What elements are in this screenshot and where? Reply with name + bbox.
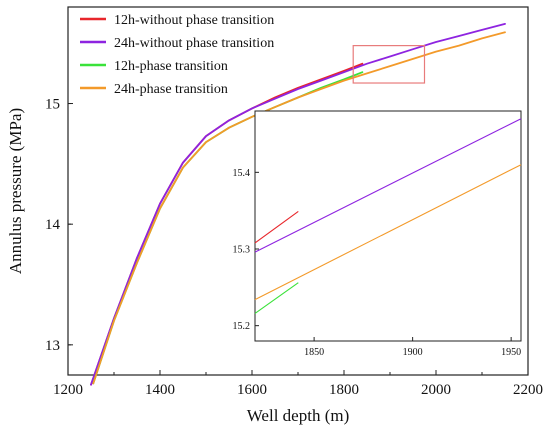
y-axis-label: Annulus pressure (MPa) xyxy=(6,108,25,274)
inset-series-line xyxy=(254,118,522,253)
inset-y-tick-label: 15.3 xyxy=(233,245,251,256)
legend-item: 12h-phase transition xyxy=(80,59,228,74)
y-tick-label: 15 xyxy=(45,97,60,113)
legend-label: 24h-without phase transition xyxy=(114,36,274,51)
legend: 12h-without phase transition 24h-without … xyxy=(80,13,274,97)
inset-x-tick-label: 1850 xyxy=(304,347,324,358)
series-line xyxy=(90,23,506,386)
legend-item: 24h-without phase transition xyxy=(80,36,274,51)
main-plot: 1200 1400 1600 1800 2000 2200 13 14 15 Well depth… xyxy=(6,6,543,425)
inset-y-tick-label: 15.4 xyxy=(233,168,251,179)
inset-frame xyxy=(254,110,522,342)
x-tick-label: 1600 xyxy=(237,382,267,398)
zoom-region-box xyxy=(352,45,426,84)
series-line xyxy=(92,31,506,385)
x-tick-label: 2200 xyxy=(513,382,543,398)
inset-series-line xyxy=(254,210,299,244)
y-tick-label: 13 xyxy=(45,338,60,354)
legend-label: 24h-phase transition xyxy=(114,82,228,97)
inset-plot: 1850 1900 1950 15.2 15.3 15.4 xyxy=(233,110,522,358)
x-tick-label: 1800 xyxy=(329,382,359,398)
inset-series-line xyxy=(254,164,522,301)
x-tick-label: 2000 xyxy=(421,382,451,398)
y-tick-label: 14 xyxy=(45,217,61,233)
legend-label: 12h-without phase transition xyxy=(114,13,274,28)
inset-x-tick-label: 1900 xyxy=(403,347,423,358)
legend-item: 12h-without phase transition xyxy=(80,13,274,28)
inset-series-line xyxy=(254,282,299,314)
legend-item: 24h-phase transition xyxy=(80,82,228,97)
legend-label: 12h-phase transition xyxy=(114,59,228,74)
inset-y-tick-label: 15.2 xyxy=(233,321,251,332)
inset-x-tick-label: 1950 xyxy=(501,347,521,358)
x-tick-label: 1200 xyxy=(53,382,83,398)
x-tick-label: 1400 xyxy=(145,382,175,398)
x-axis-label: Well depth (m) xyxy=(247,406,350,425)
